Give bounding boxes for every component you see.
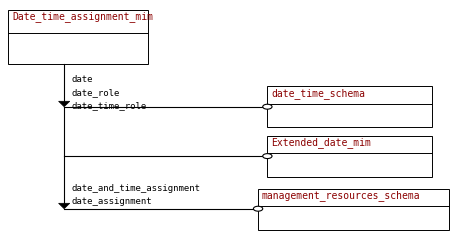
Polygon shape [59,101,70,107]
Text: date_time_schema: date_time_schema [271,88,365,99]
Circle shape [263,104,272,109]
Text: Date_time_assignment_mim: Date_time_assignment_mim [12,11,153,22]
Text: date_time_role: date_time_role [71,101,146,110]
Polygon shape [59,203,70,209]
Bar [258,189,449,230]
Text: date_and_time_assignment: date_and_time_assignment [71,184,200,193]
Circle shape [263,154,272,159]
Text: management_resources_schema: management_resources_schema [262,190,420,201]
Bar [267,86,432,127]
Bar [8,10,148,64]
Text: date_role: date_role [71,88,120,97]
Text: date_assignment: date_assignment [71,197,152,206]
Text: date: date [71,75,93,84]
Circle shape [253,206,263,211]
Bar [267,136,432,177]
Text: Extended_date_mim: Extended_date_mim [271,137,371,148]
